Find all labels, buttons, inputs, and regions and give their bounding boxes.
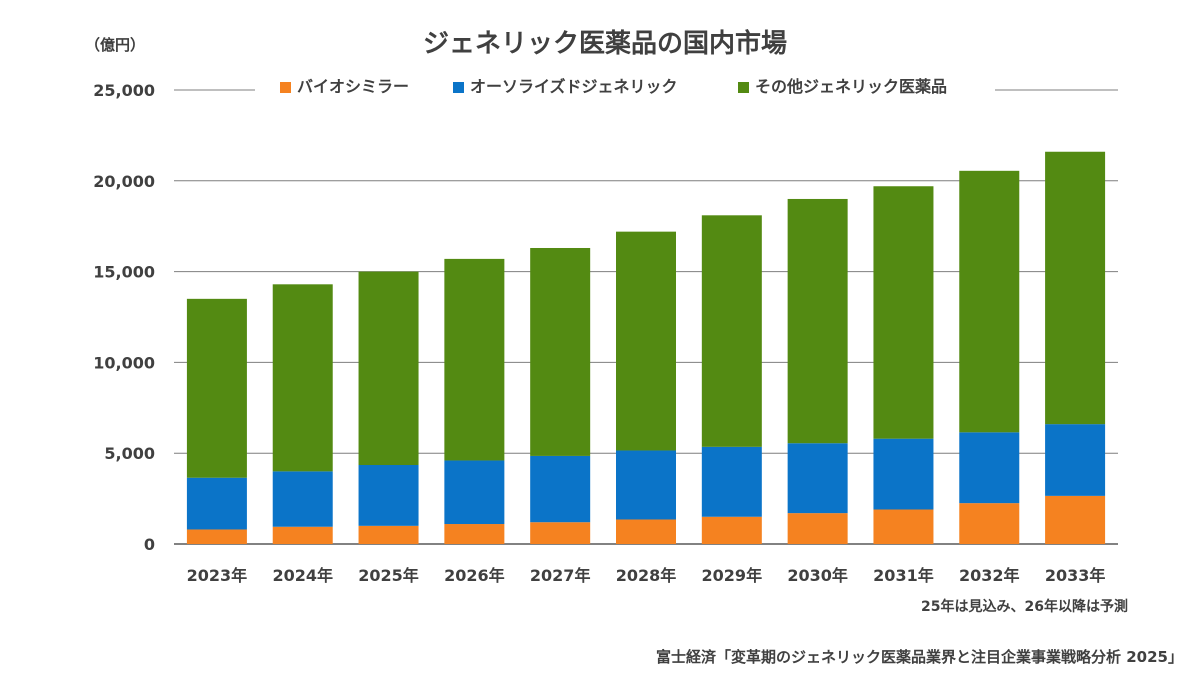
bar-segment <box>701 446 762 517</box>
x-tick-label: 2031年 <box>873 566 934 585</box>
legend: バイオシミラー オーソライズドジェネリック その他ジェネリック医薬品 <box>280 77 947 96</box>
bar-segment <box>358 525 419 544</box>
x-tick-label: 2024年 <box>272 566 333 585</box>
bars <box>186 151 1106 544</box>
bar-segment <box>358 465 419 526</box>
legend-swatch <box>738 82 749 93</box>
legend-label: バイオシミラー <box>297 77 409 96</box>
legend-label: オーソライズドジェネリック <box>470 77 678 96</box>
x-tick-label: 2029年 <box>702 566 763 585</box>
y-tick-label: 20,000 <box>93 172 155 191</box>
bar-segment <box>444 258 505 461</box>
x-tick-label: 2027年 <box>530 566 591 585</box>
bar-segment <box>272 471 333 527</box>
bar-segment <box>873 438 934 510</box>
y-axis: 0 5,000 10,000 15,000 20,000 25,000 <box>93 81 155 554</box>
x-tick-label: 2023年 <box>187 566 248 585</box>
bar-segment <box>186 477 247 530</box>
bar-segment <box>959 432 1020 504</box>
bar-segment <box>873 186 934 439</box>
bar-segment <box>616 519 676 544</box>
bar-segment <box>787 513 848 544</box>
bar-segment <box>701 215 762 447</box>
bar-segment <box>1045 424 1106 496</box>
bar-segment <box>530 247 591 456</box>
bar-segment <box>616 450 676 520</box>
bar-segment <box>444 460 505 525</box>
bar-segment <box>272 526 333 544</box>
forecast-note: 25年は見込み、26年以降は予測 <box>921 598 1128 615</box>
x-tick-label: 2026年 <box>444 566 505 585</box>
bar-segment <box>873 509 934 544</box>
legend-swatch <box>453 82 464 93</box>
bar-segment <box>616 231 676 451</box>
legend-label: その他ジェネリック医薬品 <box>755 77 947 96</box>
chart-title: ジェネリック医薬品の国内市場 <box>423 28 787 59</box>
y-tick-label: 15,000 <box>93 263 155 282</box>
x-tick-label: 2033年 <box>1045 566 1106 585</box>
y-tick-label: 10,000 <box>93 353 155 372</box>
bar-segment <box>272 284 333 472</box>
y-axis-unit-label: （億円） <box>85 36 145 54</box>
bar-segment <box>444 524 505 544</box>
bar-segment <box>1045 495 1106 544</box>
bar-segment <box>1045 151 1106 425</box>
bar-segment <box>358 271 419 466</box>
bar-segment <box>186 529 247 544</box>
bar-segment <box>959 170 1020 433</box>
bar-segment <box>701 516 762 544</box>
x-tick-label: 2028年 <box>616 566 677 585</box>
bar-segment <box>787 443 848 514</box>
x-tick-label: 2025年 <box>358 566 419 585</box>
bar-segment <box>530 455 591 523</box>
legend-swatch <box>280 82 291 93</box>
source-citation: 富士経済「変革期のジェネリック医薬品業界と注目企業事業戦略分析 2025」 <box>656 648 1183 666</box>
x-axis: 2023年 2024年 2025年 2026年 2027年 2028年 2029年 2030年… <box>187 566 1106 585</box>
bar-segment <box>959 503 1020 544</box>
bar-segment <box>186 298 247 478</box>
y-tick-label: 0 <box>144 535 155 554</box>
bar-segment <box>787 198 848 444</box>
y-tick-label: 5,000 <box>104 444 155 463</box>
bar-segment <box>530 522 591 544</box>
x-tick-label: 2030年 <box>787 566 848 585</box>
x-tick-label: 2032年 <box>959 566 1020 585</box>
y-tick-label: 25,000 <box>93 81 155 100</box>
